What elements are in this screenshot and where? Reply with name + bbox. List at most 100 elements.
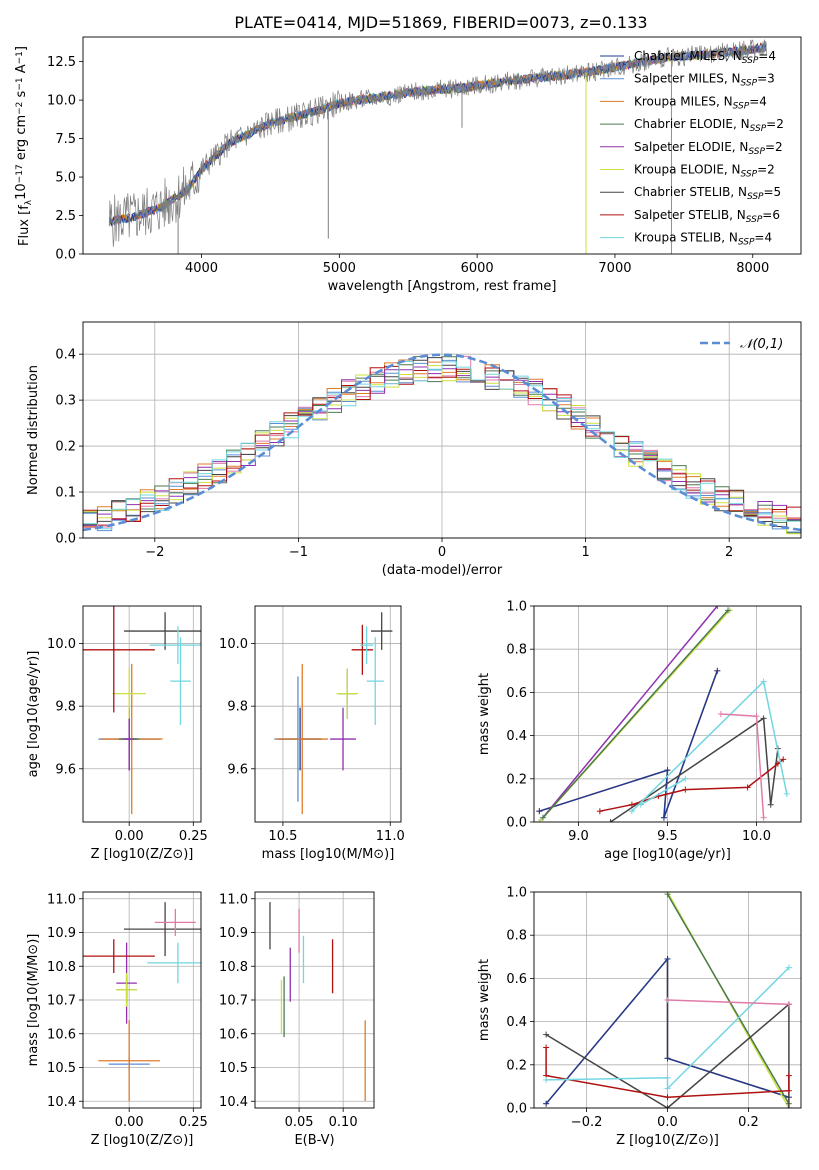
x-tick-label: −0.2 <box>571 1115 603 1130</box>
plot-area <box>83 902 201 1102</box>
panel-mass_vs_ebv: 0.05 0.10 10.4 10.5 10.6 10.7 10.8 10.9 11.0 E(B-… <box>219 891 375 1148</box>
y-tick-label: 1.0 <box>506 600 527 615</box>
y-tick-label: 10.6 <box>219 1027 248 1042</box>
x-axis-label: Z [log10(Z/Z⊙)] <box>616 1133 719 1148</box>
y-axis-label: mass weight <box>477 673 492 755</box>
legend-entry: 𝒩(0,1) <box>740 337 783 352</box>
y-tick-label: 0.3 <box>55 394 76 409</box>
y-tick-label: 10.8 <box>47 960 76 975</box>
y-tick-label: 10.4 <box>219 1095 248 1110</box>
mass-weight-line <box>640 778 686 806</box>
y-tick-label: 9.6 <box>227 762 248 777</box>
axes-frame <box>82 605 202 823</box>
y-tick-label: 0.6 <box>506 972 527 987</box>
y-tick-label: 10.9 <box>219 926 248 941</box>
mass-weight-line <box>666 893 790 1105</box>
plot-area <box>536 606 790 822</box>
y-axis-label: Normed distribution <box>26 365 41 495</box>
y-tick-label: 5.0 <box>55 171 76 186</box>
legend-entry: Salpeter STELIB, NSSP=6 <box>634 208 780 225</box>
y-tick-label: 0.4 <box>55 348 76 363</box>
legend-entry: Chabrier STELIB, NSSP=5 <box>634 185 781 202</box>
x-tick-label: 0.00 <box>115 1115 144 1130</box>
x-axis-label: wavelength [Angstrom, rest frame] <box>328 279 557 294</box>
x-tick-label: 0.25 <box>179 829 208 844</box>
y-tick-label: 0.0 <box>506 816 527 831</box>
panel-mass_weight_vs_age: 9.0 9.5 10.0 0.0 0.2 0.4 0.6 0.8 1.0 age [log10(a… <box>477 600 802 862</box>
panel-age_vs_Z: 0.00 0.25 9.6 9.8 10.0 Z [log10(Z/Z⊙)] age [lo… <box>26 605 208 862</box>
x-tick-label: 6000 <box>461 261 494 276</box>
y-tick-label: 10.9 <box>47 926 76 941</box>
residual-histogram <box>83 365 801 535</box>
data-spectrum-line <box>108 39 767 247</box>
y-tick-label: 7.5 <box>55 132 76 147</box>
mass-weight-line <box>539 670 719 818</box>
x-axis-label: Z [log10(Z/Z⊙)] <box>91 847 194 862</box>
legend-entry: Salpeter MILES, NSSP=3 <box>634 72 775 89</box>
x-axis-label: age [log10(age/yr)] <box>604 847 731 862</box>
y-tick-label: 0.0 <box>55 248 76 263</box>
x-axis-label: E(B-V) <box>294 1133 334 1148</box>
y-tick-label: 0.1 <box>55 486 76 501</box>
plot-area <box>269 902 366 1102</box>
y-tick-label: 12.5 <box>47 55 76 70</box>
residual-histogram <box>83 356 801 534</box>
x-tick-label: 0 <box>438 545 446 560</box>
y-tick-label: 10.5 <box>47 1061 76 1076</box>
x-tick-label: 11.0 <box>376 829 405 844</box>
y-axis-label: mass [log10(M/M⊙)] <box>26 934 41 1067</box>
y-tick-label: 10.7 <box>219 994 248 1009</box>
x-axis-label: (data-model)/error <box>382 563 503 578</box>
plot-area <box>83 353 801 535</box>
x-tick-label: 10.0 <box>742 829 771 844</box>
y-tick-label: 10.0 <box>219 637 248 652</box>
x-tick-label: 10.5 <box>268 829 297 844</box>
mass-weight-line <box>667 999 789 1006</box>
y-axis-label: Flux [fλ10−17 erg cm−2 s−1 A−1] <box>14 46 34 246</box>
mass-weight-line <box>720 713 765 818</box>
mass-weight-line <box>538 606 718 822</box>
x-tick-label: 0.25 <box>179 1115 208 1130</box>
y-tick-label: 10.4 <box>47 1095 76 1110</box>
legend-entry: Chabrier ELODIE, NSSP=2 <box>634 117 784 134</box>
spectrum-legend: Chabrier MILES, NSSP=4 Salpeter MILES, NS… <box>600 49 784 248</box>
y-tick-label: 0.0 <box>506 1102 527 1117</box>
x-tick-label: 1 <box>581 545 589 560</box>
plot-area <box>543 892 792 1108</box>
panel-residuals: −2 −1 0 1 2 0.0 0.1 0.2 0.3 0.4 (data-model)/error… <box>26 321 802 578</box>
axes-frame <box>254 891 375 1109</box>
mass-weight-line <box>545 956 790 1105</box>
x-axis-label: Z [log10(Z/Z⊙)] <box>91 1133 194 1148</box>
axes-frame <box>82 891 202 1109</box>
x-tick-label: 9.5 <box>657 829 678 844</box>
normal-curve <box>83 353 801 532</box>
y-tick-label: 11.0 <box>219 892 248 907</box>
legend-entry: Kroupa STELIB, NSSP=4 <box>634 231 772 248</box>
axes-frame <box>82 321 802 539</box>
panel-age_vs_mass: 10.5 11.0 9.6 9.8 10.0 mass [log10(M/M⊙)] <box>219 605 405 862</box>
y-tick-label: 2.5 <box>55 209 76 224</box>
axes-frame <box>533 891 802 1109</box>
mass-weight-line <box>546 967 790 1091</box>
x-tick-label: −2 <box>145 545 164 560</box>
x-tick-label: 8000 <box>736 261 769 276</box>
axes-frame <box>533 605 802 823</box>
x-tick-label: 0.05 <box>285 1115 314 1130</box>
y-tick-label: 1.0 <box>506 886 527 901</box>
mass-weight-line <box>545 1002 790 1108</box>
y-tick-label: 0.2 <box>55 440 76 455</box>
panel-spectrum: 4000 5000 6000 7000 8000 0.0 2.5 5.0 7.5 10.0 12.5… <box>14 36 802 294</box>
y-tick-label: 0.2 <box>506 1058 527 1073</box>
x-tick-label: −1 <box>289 545 308 560</box>
legend-entry: Kroupa ELODIE, NSSP=2 <box>634 163 775 180</box>
y-tick-label: 0.2 <box>506 772 527 787</box>
y-tick-label: 10.6 <box>47 1027 76 1042</box>
x-tick-label: 7000 <box>598 261 631 276</box>
y-tick-label: 10.0 <box>47 637 76 652</box>
residual-histogram <box>83 361 801 530</box>
y-tick-label: 0.0 <box>55 532 76 547</box>
legend-entry: Kroupa MILES, NSSP=4 <box>634 94 767 111</box>
axes-frame <box>82 36 802 255</box>
plot-area <box>108 39 767 254</box>
